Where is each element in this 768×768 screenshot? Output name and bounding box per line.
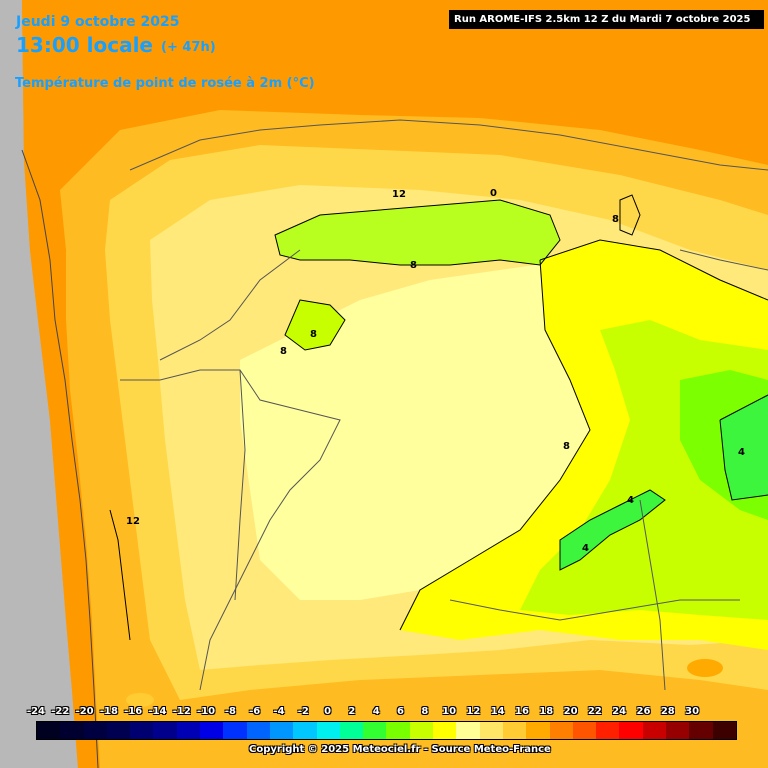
legend-tick-label: -6 (249, 706, 261, 717)
legend-swatch (60, 722, 84, 739)
legend-tick-label: -14 (148, 706, 167, 717)
legend-swatch (642, 722, 667, 739)
legend-swatch (246, 722, 270, 739)
legend-swatch (223, 722, 247, 739)
legend-swatch (386, 722, 410, 739)
coastline (21, 149, 99, 768)
legend-swatch (153, 722, 177, 739)
legend-swatch (712, 722, 736, 739)
legend-tick-label: 30 (685, 706, 700, 717)
orange-spot (126, 693, 154, 707)
green-strip-south (560, 490, 665, 570)
legend-tick-label: -24 (26, 706, 46, 717)
forecast-lead-time: (+ 47h) (161, 40, 216, 55)
legend-swatch (176, 722, 201, 739)
legend-swatch (666, 722, 690, 739)
legend-tick-label: 26 (636, 706, 651, 717)
legend-swatch (293, 722, 317, 739)
parameter-title: Température de point de rosée à 2m (°C) (15, 76, 315, 91)
color-scale-legend (36, 721, 737, 740)
legend-tick-label: -16 (124, 706, 143, 717)
legend-tick-label: -2 (297, 706, 309, 717)
region-borders (120, 119, 768, 691)
legend-tick-label: 0 (324, 706, 332, 717)
legend-tick-label: 14 (490, 706, 505, 717)
contour-label: 0 (490, 188, 497, 199)
legend-swatch (596, 722, 620, 739)
legend-tick-label: -12 (172, 706, 191, 717)
legend-swatch (549, 722, 573, 739)
legend-tick-label: -8 (224, 706, 236, 717)
legend-tick-label: 16 (515, 706, 529, 717)
contour-label: 4 (738, 447, 745, 458)
contour-label: 8 (612, 214, 619, 225)
legend-tick-label: 20 (563, 706, 578, 717)
contour-label: 12 (392, 189, 406, 200)
contour-lines (109, 194, 768, 641)
legend-tick-label: -22 (51, 706, 70, 717)
legend-tick-label: -10 (197, 706, 216, 717)
forecast-hour: 13:00 locale (16, 33, 153, 57)
contour-label: 4 (582, 543, 589, 554)
legend-tick-label: 24 (612, 706, 627, 717)
legend-swatch (479, 722, 503, 739)
legend-tick-label: 4 (372, 706, 380, 717)
contour-label: 12 (126, 516, 140, 527)
legend-tick-label: -4 (273, 706, 285, 717)
legend-swatch (339, 722, 364, 739)
legend-tick-label: 6 (397, 706, 404, 717)
green-north (275, 200, 560, 265)
legend-tick-label: 12 (466, 706, 481, 717)
legend-tick-label: 8 (421, 706, 429, 717)
legend-tick-label: 18 (539, 706, 554, 717)
legend-swatch (433, 722, 457, 739)
contour-label: 8 (563, 441, 570, 452)
legend-swatch (456, 722, 480, 739)
legend-swatch (526, 722, 550, 739)
contour-label: 8 (280, 346, 287, 357)
legend-swatch (37, 722, 61, 739)
legend-tick-label: 10 (442, 706, 457, 717)
orange-spot (687, 659, 723, 677)
legend-tick-labels: -24 -22 -20 -18 -16 -14 -12 -10 -8 -6 -4 -2 0 2 4 6 8 10 1… (27, 706, 738, 720)
legend-tick-label: 22 (587, 706, 602, 717)
forecast-date: Jeudi 9 octobre 2025 (16, 14, 180, 30)
legend-swatch (363, 722, 387, 739)
legend-swatch (409, 722, 434, 739)
legend-swatch (130, 722, 154, 739)
legend-swatch (106, 722, 131, 739)
legend-swatch (269, 722, 294, 739)
legend-swatch (83, 722, 107, 739)
legend-swatch (200, 722, 224, 739)
gray-left-area (0, 0, 78, 768)
contour-label: 8 (310, 329, 317, 340)
model-run-label: Run AROME-IFS 2.5km 12 Z du Mardi 7 octo… (449, 10, 764, 29)
legend-tick-label: -18 (99, 706, 118, 717)
legend-tick-label: 2 (348, 706, 356, 717)
copyright-text: Copyright © 2025 Meteociel.fr - Source M… (249, 744, 551, 755)
legend-swatch (619, 722, 643, 739)
bright-green-east (720, 395, 768, 500)
legend-tick-label: 28 (660, 706, 675, 717)
legend-swatch (502, 722, 527, 739)
contour-label: 4 (627, 495, 634, 506)
green-small-north (285, 300, 345, 350)
contour-label: 8 (410, 260, 417, 271)
legend-swatch (572, 722, 597, 739)
legend-swatch (689, 722, 713, 739)
legend-swatch (316, 722, 340, 739)
legend-tick-label: -20 (75, 706, 94, 717)
